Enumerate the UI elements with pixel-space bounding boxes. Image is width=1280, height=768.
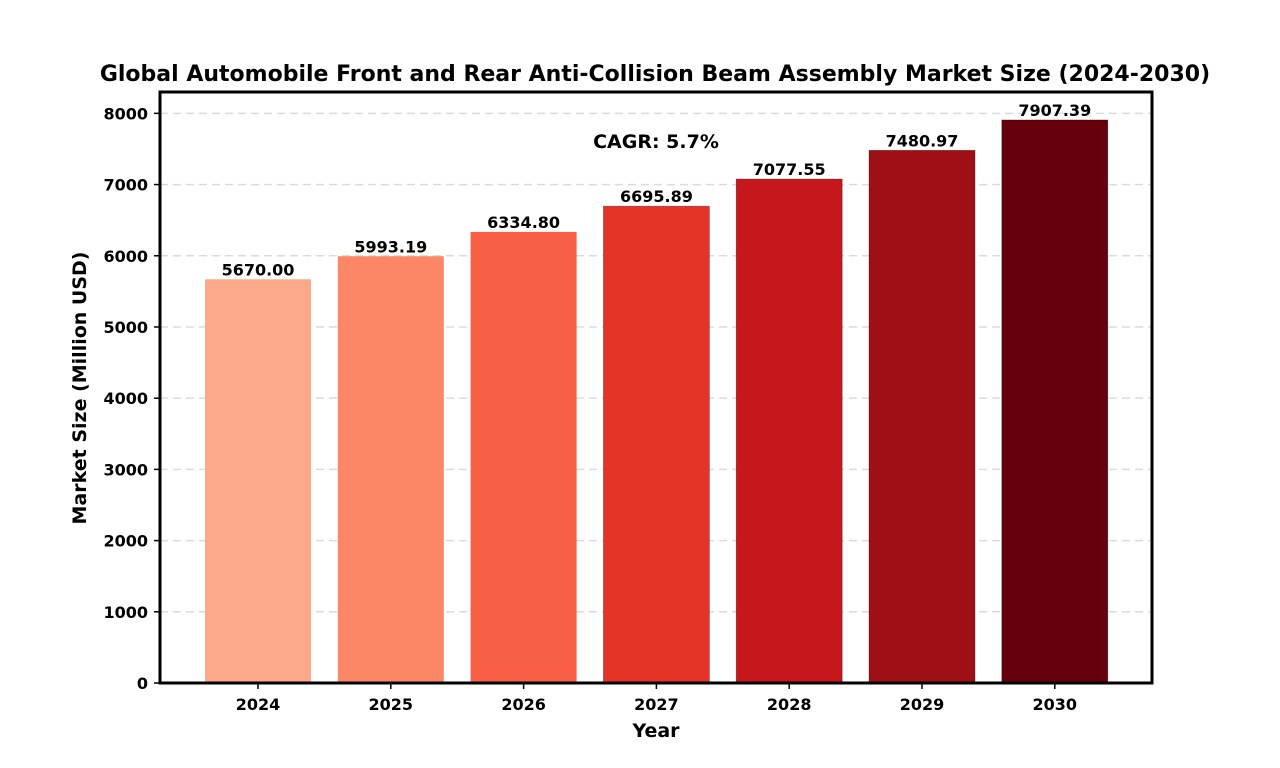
- cagr-annotation: CAGR: 5.7%: [593, 131, 719, 153]
- bar-2025: [337, 256, 444, 683]
- x-tick-label-2029: 2029: [900, 695, 945, 714]
- y-tick-label: 8000: [103, 104, 148, 123]
- x-axis-label: Year: [631, 720, 680, 742]
- y-tick-label: 2000: [103, 532, 148, 551]
- bar-2026: [470, 231, 577, 684]
- bar-2029: [868, 149, 976, 684]
- x-tick-label-2025: 2025: [369, 695, 414, 714]
- data-label-2028: 7077.55: [753, 160, 826, 179]
- x-axis-ticks: 2024 2025 2026 2027 2028 2029 2030: [236, 683, 1077, 714]
- data-label-2024: 5670.00: [222, 260, 295, 279]
- y-axis-label: Market Size (Million USD): [69, 252, 91, 525]
- x-tick-label-2026: 2026: [501, 695, 546, 714]
- bar-2024: [205, 279, 311, 683]
- chart-title: Global Automobile Front and Rear Anti-Co…: [100, 62, 1210, 87]
- data-label-2026: 6334.80: [487, 213, 560, 232]
- data-label-2027: 6695.89: [620, 187, 693, 206]
- data-labels: 5670.00 5993.19 6334.80 6695.89 7077.55 7480.…: [222, 101, 1092, 279]
- y-tick-label: 6000: [103, 247, 148, 266]
- y-tick-label: 0: [137, 674, 148, 693]
- x-tick-label-2030: 2030: [1033, 695, 1078, 714]
- y-axis-ticks: 0 1000 2000 3000 4000 5000 6000 7000 8000: [103, 104, 160, 693]
- bar-2027: [603, 205, 710, 684]
- x-tick-label-2027: 2027: [634, 695, 679, 714]
- bar-2030: [1001, 119, 1109, 684]
- data-label-2029: 7480.97: [886, 131, 959, 150]
- y-tick-label: 7000: [103, 176, 148, 195]
- x-tick-label-2024: 2024: [236, 695, 281, 714]
- y-tick-label: 3000: [103, 460, 148, 479]
- y-tick-label: 4000: [103, 389, 148, 408]
- data-label-2030: 7907.39: [1018, 101, 1091, 120]
- bar-2028: [735, 178, 843, 684]
- y-tick-label: 5000: [103, 318, 148, 337]
- data-label-2025: 5993.19: [354, 237, 427, 256]
- x-tick-label-2028: 2028: [767, 695, 812, 714]
- y-tick-label: 1000: [103, 603, 148, 622]
